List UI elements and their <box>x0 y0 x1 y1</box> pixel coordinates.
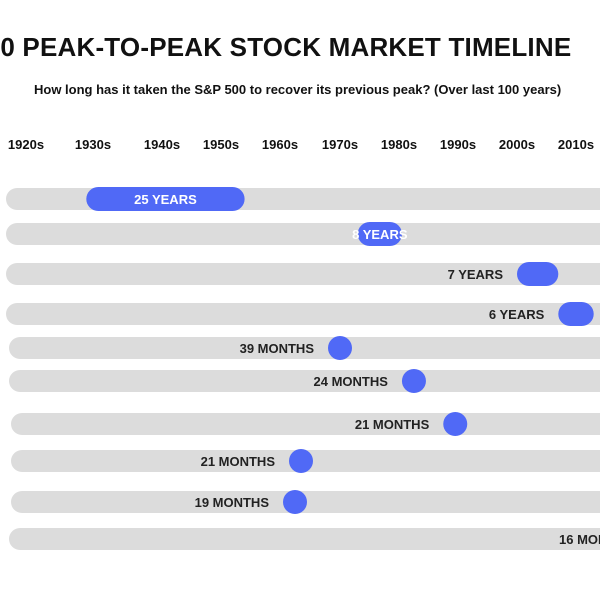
x-tick-label: 1990s <box>440 137 476 152</box>
bar-track <box>9 528 600 550</box>
duration-label: 21 MONTHS <box>201 454 276 469</box>
duration-label: 6 YEARS <box>489 307 545 322</box>
duration-bar <box>328 336 352 360</box>
duration-bar <box>289 449 313 473</box>
x-tick-label: 1940s <box>144 137 180 152</box>
x-tick-label: 1950s <box>203 137 239 152</box>
x-tick-label: 2000s <box>499 137 535 152</box>
duration-bar <box>401 369 426 393</box>
x-tick-label: 1920s <box>8 137 44 152</box>
duration-label: 16 MONTHS <box>559 532 600 547</box>
duration-label: 25 YEARS <box>134 192 197 207</box>
duration-bar <box>283 490 307 514</box>
duration-bar <box>86 187 245 211</box>
duration-bar <box>558 302 594 326</box>
duration-label: 21 MONTHS <box>355 417 430 432</box>
chart-title: 100 PEAK-TO-PEAK STOCK MARKET TIMELINE <box>0 32 572 62</box>
bar-track <box>11 413 600 435</box>
duration-label: 19 MONTHS <box>195 495 270 510</box>
bar-track <box>6 303 600 325</box>
duration-bar <box>517 262 559 286</box>
x-tick-label: 2010s <box>558 137 594 152</box>
chart-subtitle: How long has it taken the S&P 500 to rec… <box>34 82 562 97</box>
x-tick-label: 1960s <box>262 137 298 152</box>
duration-label: 8 YEARS <box>352 227 408 242</box>
bar-track <box>9 337 600 359</box>
duration-label: 39 MONTHS <box>240 341 315 356</box>
duration-label: 7 YEARS <box>448 267 504 282</box>
x-tick-label: 1930s <box>75 137 111 152</box>
x-tick-label: 1980s <box>381 137 417 152</box>
bar-track <box>9 370 600 392</box>
duration-label: 24 MONTHS <box>314 374 389 389</box>
bar-track <box>6 263 600 285</box>
bar-track <box>6 223 600 245</box>
duration-bar <box>443 412 468 436</box>
x-tick-label: 1970s <box>322 137 358 152</box>
duration-bar <box>357 222 402 246</box>
